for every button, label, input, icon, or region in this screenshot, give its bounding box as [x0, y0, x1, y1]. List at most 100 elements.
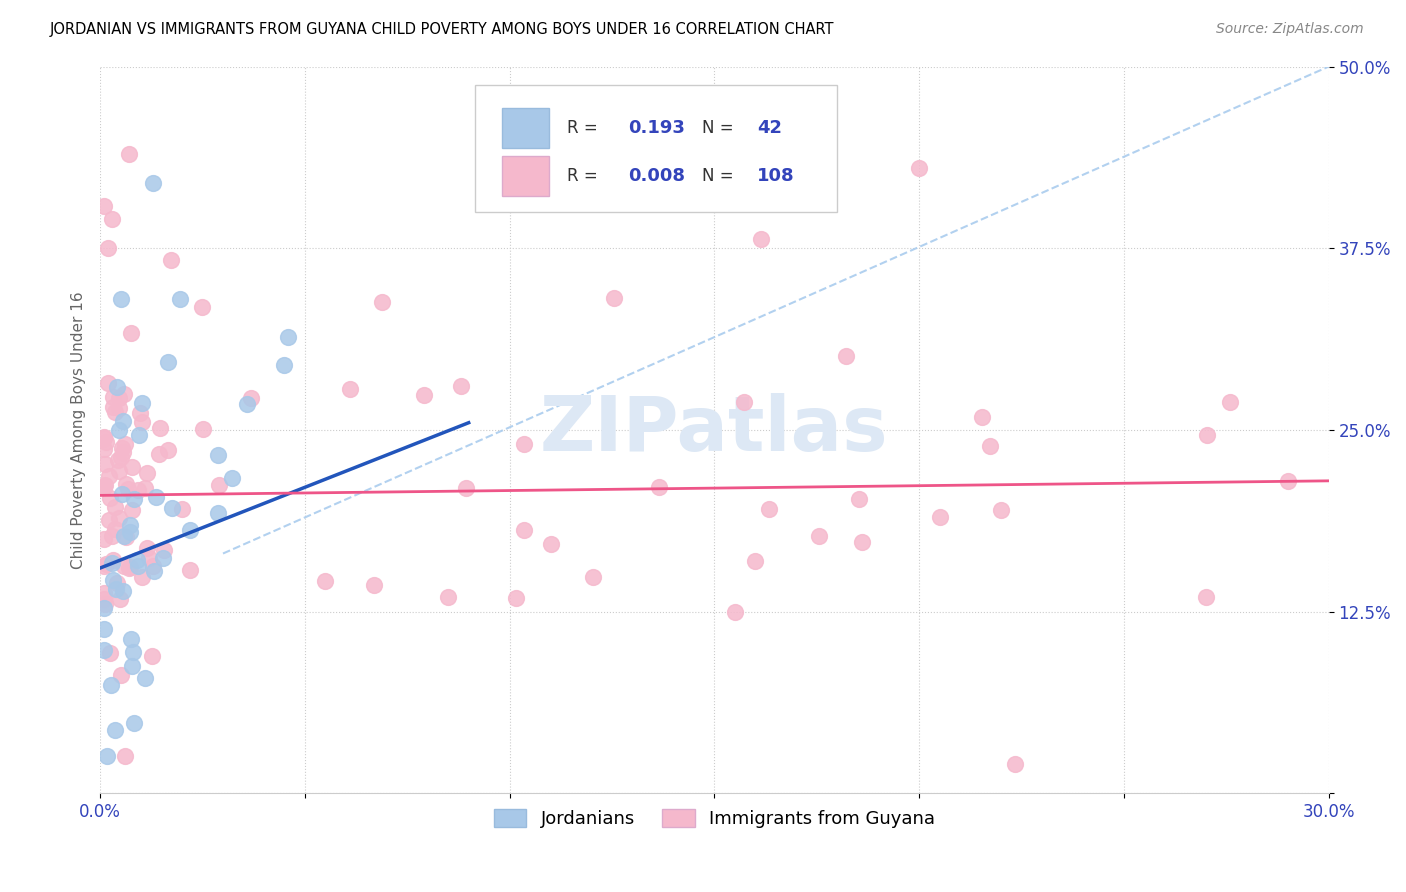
- Point: [277, 330, 299, 344]
- Point: [121, 502, 143, 516]
- Point: [101, 553, 124, 567]
- Point: [149, 420, 172, 434]
- Text: R =: R =: [567, 167, 598, 185]
- Point: [454, 482, 477, 496]
- Point: [156, 442, 179, 457]
- Text: 108: 108: [758, 167, 794, 185]
- Point: [437, 590, 460, 604]
- Legend: Jordanians, Immigrants from Guyana: Jordanians, Immigrants from Guyana: [486, 801, 942, 835]
- Point: [120, 632, 142, 647]
- Point: [191, 422, 214, 436]
- FancyBboxPatch shape: [502, 155, 548, 195]
- Point: [141, 648, 163, 663]
- Point: [93, 532, 115, 546]
- Point: [110, 487, 132, 501]
- Point: [94, 435, 117, 450]
- Point: [160, 252, 183, 267]
- Point: [120, 326, 142, 340]
- Point: [142, 559, 165, 574]
- Point: [142, 176, 165, 190]
- Point: [118, 525, 141, 540]
- Point: [96, 557, 118, 571]
- Point: [112, 387, 135, 401]
- Point: [118, 146, 141, 161]
- Point: [101, 390, 124, 404]
- FancyBboxPatch shape: [502, 109, 548, 148]
- Point: [513, 437, 536, 451]
- Point: [107, 391, 129, 405]
- Point: [160, 501, 183, 516]
- Point: [990, 503, 1012, 517]
- Point: [851, 535, 873, 549]
- Point: [513, 523, 536, 537]
- Point: [115, 530, 138, 544]
- Point: [122, 645, 145, 659]
- Point: [835, 349, 858, 363]
- Point: [191, 301, 214, 315]
- Point: [111, 414, 134, 428]
- Text: 0.193: 0.193: [628, 120, 685, 137]
- Point: [120, 560, 142, 574]
- Point: [1219, 395, 1241, 409]
- Point: [131, 396, 153, 410]
- Point: [118, 517, 141, 532]
- Point: [114, 437, 136, 451]
- Point: [114, 476, 136, 491]
- Point: [93, 431, 115, 445]
- Point: [540, 536, 562, 550]
- Point: [101, 556, 124, 570]
- Point: [124, 491, 146, 506]
- Point: [979, 439, 1001, 453]
- Point: [134, 481, 156, 495]
- Point: [412, 388, 434, 402]
- Point: [970, 409, 993, 424]
- Point: [1004, 757, 1026, 772]
- Point: [93, 480, 115, 494]
- Point: [339, 383, 361, 397]
- Point: [93, 643, 115, 657]
- Point: [97, 241, 120, 255]
- Point: [110, 450, 132, 464]
- Point: [110, 668, 132, 682]
- Point: [138, 550, 160, 565]
- Point: [169, 292, 191, 306]
- Point: [450, 379, 472, 393]
- Point: [93, 601, 115, 615]
- Point: [370, 295, 392, 310]
- Point: [848, 491, 870, 506]
- Point: [744, 554, 766, 568]
- Point: [118, 561, 141, 575]
- Text: 42: 42: [758, 120, 782, 137]
- Point: [239, 392, 262, 406]
- Point: [114, 748, 136, 763]
- Point: [104, 405, 127, 419]
- Point: [105, 576, 128, 591]
- Point: [93, 622, 115, 636]
- Point: [112, 529, 135, 543]
- Point: [207, 449, 229, 463]
- Point: [505, 591, 527, 606]
- Point: [98, 469, 121, 483]
- Point: [808, 529, 831, 543]
- Point: [105, 380, 128, 394]
- Point: [153, 543, 176, 558]
- Point: [749, 232, 772, 246]
- Point: [94, 457, 117, 471]
- Text: R =: R =: [567, 120, 598, 137]
- Text: 0.008: 0.008: [628, 167, 685, 185]
- Point: [236, 397, 259, 411]
- Point: [582, 570, 605, 584]
- Point: [94, 478, 117, 492]
- Point: [179, 523, 201, 537]
- Point: [96, 749, 118, 764]
- Point: [122, 715, 145, 730]
- Text: N =: N =: [702, 167, 734, 185]
- Point: [93, 480, 115, 494]
- Point: [101, 529, 124, 543]
- Point: [101, 212, 124, 227]
- Point: [758, 502, 780, 516]
- Point: [363, 578, 385, 592]
- Point: [134, 671, 156, 685]
- Point: [273, 358, 295, 372]
- Point: [103, 401, 125, 415]
